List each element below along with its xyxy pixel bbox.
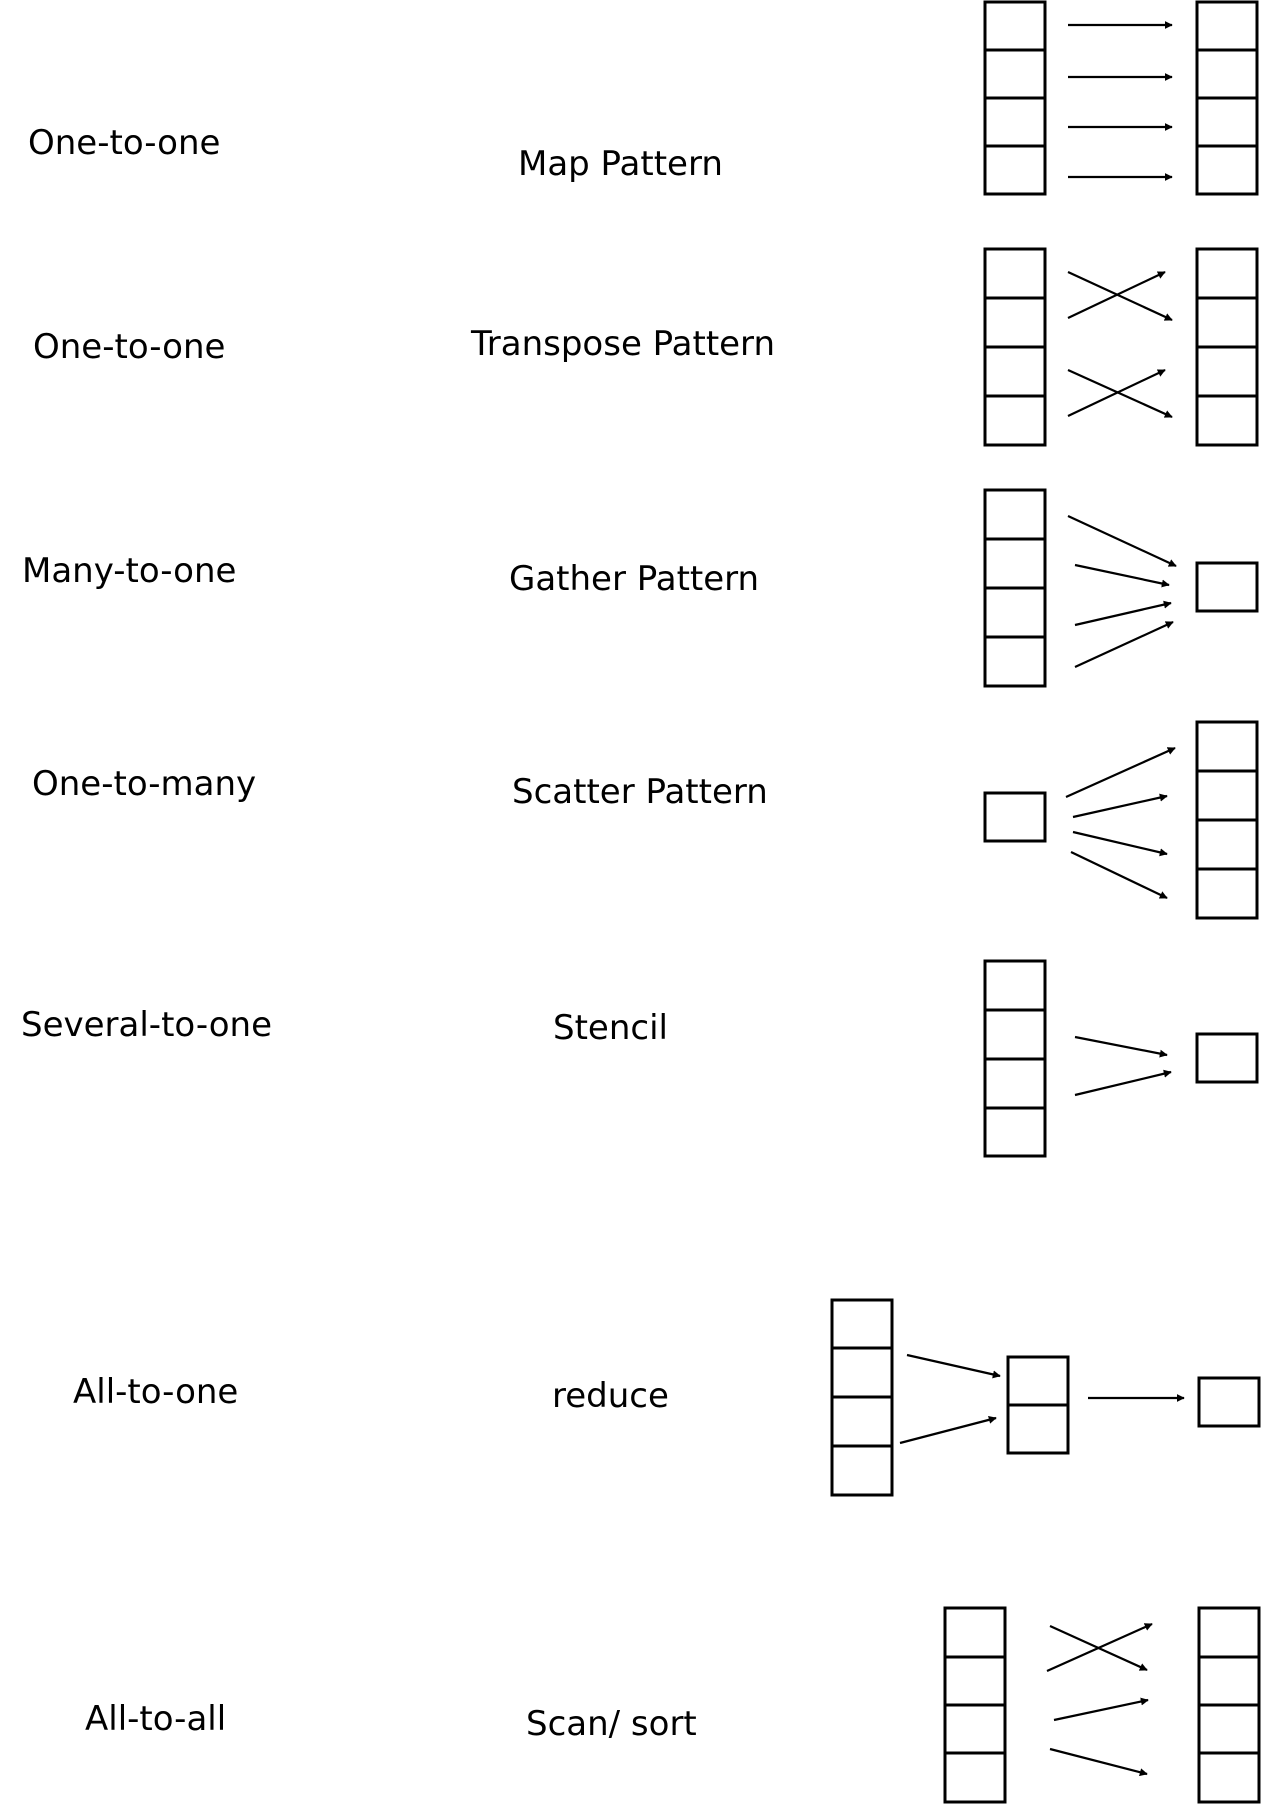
arrows (1065, 746, 1176, 899)
output-array (1195, 247, 1259, 447)
row-map: One-to-one Map Pattern (28, 0, 1259, 196)
arrows (1067, 271, 1173, 419)
output-array (1197, 1606, 1261, 1804)
output-array (1195, 0, 1259, 196)
output-cell (1197, 1376, 1261, 1428)
output-cell (1195, 561, 1259, 613)
relation-label: Many-to-one (22, 551, 236, 591)
pattern-label: reduce (552, 1376, 669, 1416)
input-array (983, 488, 1047, 688)
input-array (983, 247, 1047, 447)
row-gather: Many-to-one Gather Pattern (22, 488, 1259, 688)
input-array (983, 0, 1047, 196)
pattern-label: Scatter Pattern (512, 772, 768, 812)
row-scan-sort: All-to-all Scan/ sort (85, 1606, 1261, 1804)
input-cell (983, 791, 1047, 843)
pattern-label: Map Pattern (518, 144, 723, 184)
relation-label: All-to-all (85, 1699, 226, 1739)
relation-label: Several-to-one (21, 1005, 272, 1045)
pattern-label: Gather Pattern (509, 559, 759, 599)
pattern-label: Transpose Pattern (470, 324, 775, 364)
row-scatter: One-to-many Scatter Pattern (32, 720, 1259, 920)
arrows (899, 1353, 1185, 1445)
relation-label: One-to-one (33, 327, 225, 367)
relation-label: One-to-many (32, 764, 256, 804)
arrows (1068, 21, 1173, 181)
arrows (1067, 515, 1177, 668)
intermediate-array (1006, 1355, 1070, 1455)
output-array (1195, 720, 1259, 920)
input-array (983, 959, 1047, 1158)
arrows (1046, 1622, 1153, 1777)
input-array (943, 1606, 1007, 1804)
relation-label: One-to-one (28, 123, 220, 163)
relation-label: All-to-one (73, 1372, 238, 1412)
row-reduce: All-to-one reduce (73, 1298, 1261, 1497)
row-transpose: One-to-one Transpose Pattern (33, 247, 1259, 447)
output-cell (1195, 1032, 1259, 1084)
row-stencil: Several-to-one Stencil (21, 959, 1259, 1158)
pattern-label: Scan/ sort (526, 1704, 697, 1744)
input-array (830, 1298, 894, 1497)
arrows (1074, 1035, 1172, 1097)
pattern-label: Stencil (553, 1008, 668, 1048)
